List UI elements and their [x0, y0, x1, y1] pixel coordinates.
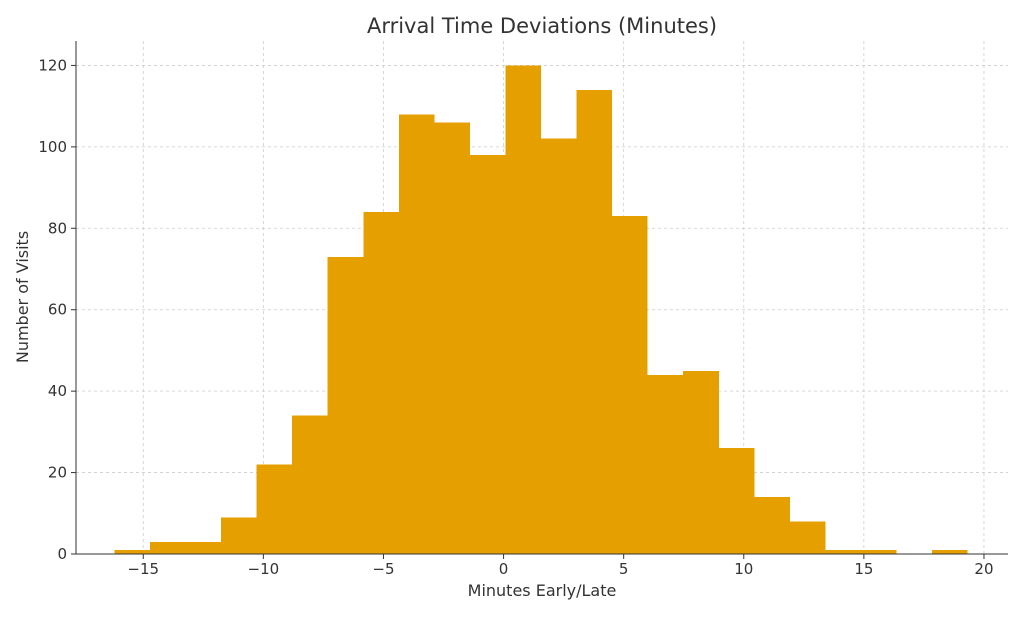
- histogram-bar: [434, 122, 470, 554]
- x-tick-label: 10: [734, 560, 753, 578]
- histogram-bar: [221, 517, 257, 554]
- histogram-bar: [149, 541, 186, 554]
- x-tick-label: −10: [248, 560, 280, 578]
- histogram-bar: [612, 216, 648, 555]
- histogram-bar: [718, 448, 755, 554]
- histogram-bar: [185, 541, 222, 554]
- histogram-bar: [789, 521, 826, 554]
- histogram-bar: [114, 549, 150, 554]
- histogram-bar: [469, 155, 506, 554]
- histogram-bar: [576, 89, 613, 554]
- axes: [75, 41, 1008, 555]
- histogram-bar: [327, 256, 364, 554]
- y-tick-label: 60: [48, 301, 67, 319]
- chart-title: Arrival Time Deviations (Minutes): [367, 14, 717, 38]
- histogram-bar: [398, 114, 435, 555]
- tick-labels: −15 −10 −5 0 5 10 15 20 0 20 40 60 80 100 120: [38, 56, 993, 578]
- histogram-bar: [754, 497, 790, 554]
- histogram-bar: [825, 549, 861, 554]
- x-tick-label: 15: [854, 560, 873, 578]
- x-axis-label: Minutes Early/Late: [468, 581, 617, 600]
- histogram-bar: [292, 415, 328, 554]
- y-tick-label: 100: [38, 138, 67, 156]
- y-tick-label: 40: [48, 382, 67, 400]
- y-tick-label: 0: [57, 545, 67, 563]
- histogram-bar: [256, 464, 293, 554]
- histogram-bar: [363, 212, 399, 554]
- y-tick-label: 20: [48, 464, 67, 482]
- histogram-bar: [860, 549, 897, 554]
- histogram-bar: [541, 138, 577, 554]
- y-tick-label: 120: [38, 56, 67, 74]
- x-tick-label: −15: [127, 560, 159, 578]
- x-tick-label: 20: [974, 560, 993, 578]
- histogram-bar: [932, 549, 968, 554]
- histogram-bar: [505, 65, 542, 554]
- y-tick-label: 80: [48, 219, 67, 237]
- x-tick-label: 5: [619, 560, 629, 578]
- x-tick-label: −5: [372, 560, 394, 578]
- histogram-bars: [114, 65, 968, 555]
- histogram-bar: [647, 374, 684, 554]
- histogram-bar: [683, 370, 719, 554]
- y-axis-label: Number of Visits: [13, 231, 32, 363]
- x-tick-label: 0: [499, 560, 509, 578]
